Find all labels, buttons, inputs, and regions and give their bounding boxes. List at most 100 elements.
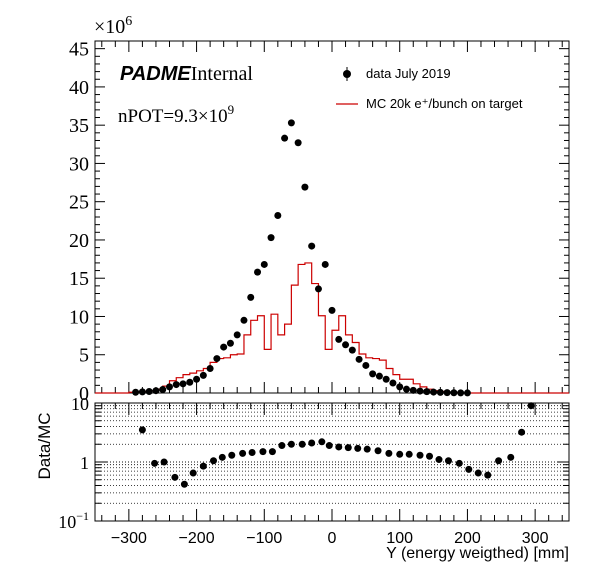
x-tick-label: 200 [454,530,481,547]
top-x-axis-ticks [101,41,563,393]
ratio-point [374,447,382,455]
data-point [213,355,221,363]
x-tick-label: −300 [111,530,147,547]
ratio-point [308,439,316,447]
ratio-point [495,457,503,465]
ratio-point [518,428,526,436]
top-panel: 0 5 10 15 20 25 30 35 40 45 ×106 PADMEInternal nP… [69,14,570,405]
x-tick-label: 100 [386,530,413,547]
ratio-point [298,440,306,448]
data-point [145,387,153,395]
data-point [450,389,458,397]
ratio-point [474,469,482,477]
data-point [186,378,194,386]
data-point [355,355,363,363]
logo-bold: PADME [120,63,191,85]
ratio-point [465,465,473,473]
legend: data July 2019 MC 20k e⁺/bunch on target [336,66,523,111]
y-multiplier-exp: 6 [125,14,132,29]
legend-data-label: data July 2019 [366,66,451,81]
x-axis-title: Y (energy weigthed) [mm] [386,545,569,562]
data-point [274,211,282,219]
ratio-point [363,445,371,453]
ratio-point [138,426,146,434]
y-multiplier-label: ×106 [94,14,132,38]
top-y-tick-label: 35 [69,115,89,137]
data-point [335,335,343,343]
bottom-y-tick-label: 10 [71,394,89,414]
data-point [362,361,370,369]
ratio-point [259,448,267,456]
data-point [233,331,241,339]
data-point [463,389,471,397]
data-point [308,242,316,250]
data-point [281,134,289,142]
ratio-point [405,450,413,458]
data-point [416,387,424,395]
bottom-y-tick-label: 10−1 [58,509,89,532]
ratio-point [416,451,424,459]
ratio-point [210,457,217,465]
data-point [314,285,322,293]
data-point [193,375,201,383]
data-point [423,388,431,396]
ratio-point [527,402,535,410]
data-point [138,388,146,396]
data-point [260,260,268,268]
mc-step-line [95,262,569,394]
ratio-point [455,459,463,467]
ratio-point [287,440,295,448]
ratio-point [151,459,159,467]
top-y-tick-label: 5 [79,345,89,367]
data-point [457,389,465,397]
legend-entry-mc: MC 20k e⁺/bunch on target [336,96,523,111]
data-point [152,387,160,395]
ratio-point [199,462,207,470]
data-point [328,306,336,314]
ratio-point [171,473,179,481]
x-tick-label: 0 [328,530,337,547]
data-point [172,381,180,389]
logo-text: PADMEInternal [120,63,253,85]
top-y-tick-label: 10 [69,306,89,328]
ratio-point [180,480,188,488]
top-y-tick-label: 20 [69,230,89,252]
ratio-point [444,457,452,465]
data-point [294,139,302,147]
top-y-tick-label: 30 [69,153,89,175]
data-point [402,385,410,393]
data-point [342,341,350,349]
data-point [348,346,356,354]
ratio-point [507,453,515,461]
data-point [159,386,167,394]
bottom-y-tick-label: 1 [80,453,89,473]
data-point [132,388,140,396]
legend-mc-label: MC 20k e⁺/bunch on target [366,96,523,111]
data-point [409,386,417,394]
npot-prefix: nPOT=9.3×10 [118,106,228,127]
top-y-tick-label: 40 [69,77,89,99]
bottom-y-axis: 10−1 1 10 [58,394,569,532]
top-y-axis: 0 5 10 15 20 25 30 35 40 45 [69,39,569,405]
data-point [220,343,228,351]
ratio-point [218,453,226,461]
ratio-point [228,451,236,459]
legend-entry-data: data July 2019 [343,66,451,81]
ratio-point [396,450,404,458]
ratio-point [484,471,492,479]
data-point [199,371,207,379]
top-y-tick-label: 0 [79,383,89,405]
ratio-point [385,449,393,457]
data-point [267,234,275,242]
ratio-point [426,452,434,460]
ratio-point [325,442,333,450]
ratio-point [318,438,326,446]
x-tick-label: 300 [522,530,549,547]
data-point [247,293,255,301]
ratio-point [268,448,276,456]
data-point [375,372,383,380]
bottom-panel: 10−1 1 10 −300 −200 −100 0 100 200 300 Data/MC Y… [35,394,570,562]
data-point [436,388,444,396]
data-points [132,119,471,397]
